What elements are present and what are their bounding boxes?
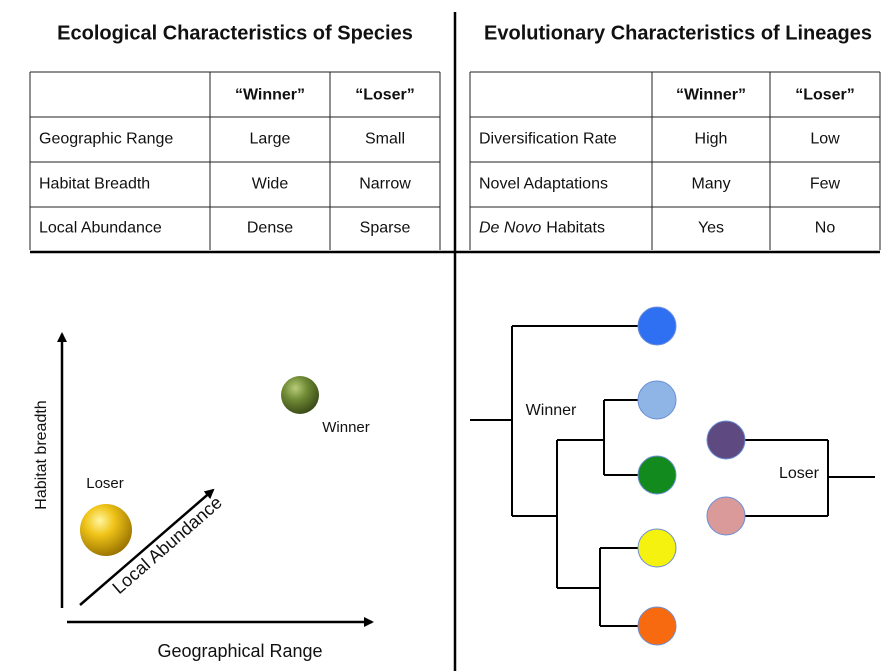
- node: [706, 496, 746, 536]
- table-cell: Yes: [698, 220, 724, 237]
- italic-text: De Novo: [479, 220, 541, 237]
- label: Winner: [322, 419, 370, 436]
- node: [706, 420, 746, 460]
- table-cell: High: [695, 131, 728, 148]
- node: [637, 606, 677, 646]
- table-cell: Local Abundance: [39, 220, 162, 237]
- table-cell: No: [815, 220, 836, 237]
- table-cell: Novel Adaptations: [479, 176, 608, 193]
- table-cell: Narrow: [359, 176, 411, 193]
- tree-branches: [740, 439, 875, 517]
- table-cell: Wide: [252, 176, 289, 193]
- title: Ecological Characteristics of Species: [57, 22, 413, 44]
- node: [637, 455, 677, 495]
- tree-diagram: Winner Loser: [470, 306, 875, 646]
- title: Evolutionary Characteristics of Lineages: [484, 22, 872, 44]
- label: Loser: [779, 465, 820, 482]
- node: [637, 380, 677, 420]
- table-header: “Winner”: [235, 87, 305, 104]
- table-cell: Low: [810, 131, 840, 148]
- table-header: “Winner”: [676, 87, 746, 104]
- tables: “Winner” “Loser” Geographic Range Large Smal…: [29, 71, 881, 250]
- scatter-diagram: Habitat breadth Geographical Range Local…: [33, 332, 374, 661]
- table-cell: Many: [691, 176, 730, 193]
- axis-label: Habitat breadth: [33, 400, 50, 509]
- tree-branches: [470, 325, 640, 627]
- table-header: “Loser”: [795, 87, 855, 104]
- table-cell: Sparse: [360, 220, 411, 237]
- table-cell: Dense: [247, 220, 293, 237]
- table-cell: Habitat Breadth: [39, 176, 150, 193]
- table-cell: De Novo Habitats: [479, 220, 605, 237]
- table-cell: Few: [810, 176, 841, 193]
- table-header: “Loser”: [355, 87, 415, 104]
- winner-sphere: [281, 376, 319, 414]
- table-cell: Diversification Rate: [479, 131, 617, 148]
- text: Habitats: [546, 220, 605, 237]
- label: Loser: [86, 475, 124, 492]
- loser-sphere: [80, 504, 132, 556]
- node: [637, 306, 677, 346]
- table-cell: Small: [365, 131, 405, 148]
- label: Winner: [526, 402, 577, 419]
- z-axis: [79, 488, 215, 606]
- axis-label: Geographical Range: [157, 641, 322, 661]
- node: [637, 528, 677, 568]
- table-cell: Geographic Range: [39, 131, 173, 148]
- table-cell: Large: [250, 131, 291, 148]
